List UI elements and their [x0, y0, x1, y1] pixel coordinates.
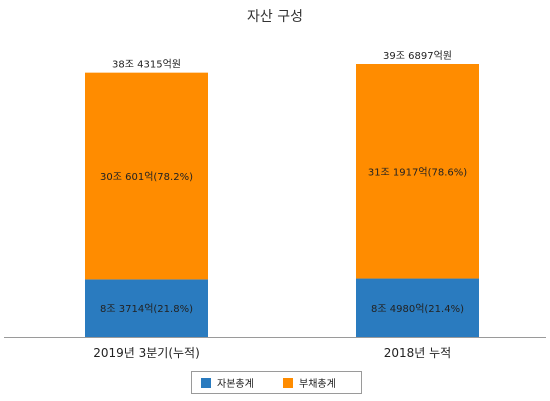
category-label: 2018년 누적 — [384, 346, 451, 360]
plot-area: 8조 3714억(21.8%) 30조 601억(78.2%) 38조 4315억원… — [4, 50, 546, 360]
total-label: 38조 4315억원 — [112, 59, 181, 71]
legend: 자본총계 부채총계 — [191, 371, 362, 394]
legend-box — [191, 371, 362, 394]
bar-equity-0 — [85, 279, 208, 337]
chart-title: 자산 구성 — [247, 9, 303, 25]
category-label: 2019년 3분기(누적) — [93, 346, 200, 360]
legend-label: 자본총계 — [217, 378, 254, 390]
bar-data-label: 8조 4980억(21.4%) — [371, 303, 464, 315]
bar-liabilities-0 — [85, 72, 208, 280]
bar-data-label: 8조 3714억(21.8%) — [100, 303, 193, 315]
legend-label: 부채총계 — [299, 378, 336, 390]
legend-swatch — [283, 378, 293, 388]
total-label: 39조 6897억원 — [383, 50, 452, 62]
bar-equity-1 — [356, 278, 479, 337]
bar-data-label: 30조 601억(78.2%) — [100, 171, 193, 183]
bar-data-label: 31조 1917억(78.6%) — [368, 166, 467, 178]
legend-swatch — [201, 378, 211, 388]
bar-liabilities-1 — [356, 64, 479, 279]
